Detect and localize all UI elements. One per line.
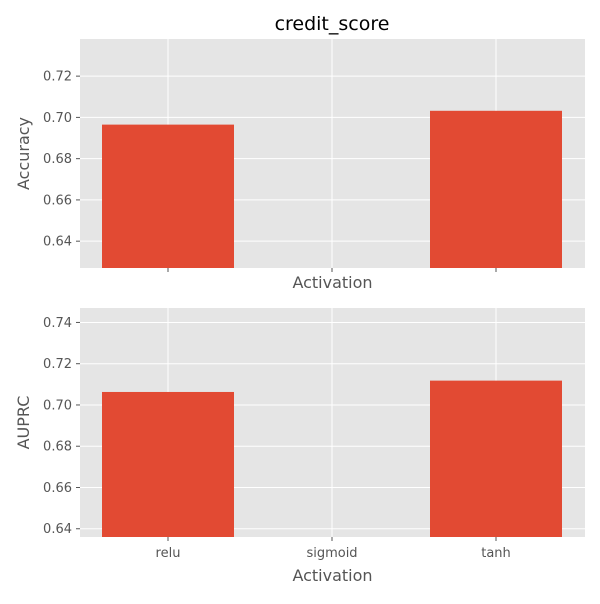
- y-axis-label: Accuracy: [14, 117, 33, 190]
- y-tick-label: 0.70: [43, 398, 72, 413]
- x-tick-label: relu: [156, 546, 181, 561]
- y-tick-label: 0.64: [43, 522, 72, 537]
- bar-tanh: [430, 380, 562, 537]
- x-tick-label: sigmoid: [306, 546, 357, 561]
- auprc-panel: 0.64 0.66 0.68 0.70 0.72 0.74 relu sigmoid tanh A…: [14, 308, 585, 585]
- y-tick-label: 0.68: [43, 440, 72, 455]
- bar-relu: [102, 391, 234, 537]
- y-tick-label: 0.64: [43, 235, 72, 250]
- y-tick-label: 0.72: [43, 357, 72, 372]
- y-tick-label: 0.74: [43, 316, 72, 331]
- y-tick-label: 0.72: [43, 70, 72, 85]
- y-tick-label: 0.66: [43, 193, 72, 208]
- accuracy-panel: 0.64 0.66 0.68 0.70 0.72 Activation Accuracy: [14, 39, 585, 292]
- y-tick-label: 0.68: [43, 152, 72, 167]
- x-tick-label: tanh: [481, 546, 511, 561]
- bar-relu: [102, 124, 234, 268]
- chart-title: credit_score: [275, 13, 390, 35]
- x-axis-label: Activation: [292, 273, 372, 292]
- y-tick-label: 0.66: [43, 481, 72, 496]
- y-tick-label: 0.70: [43, 111, 72, 126]
- x-axis-label: Activation: [292, 566, 372, 585]
- y-axis-label: AUPRC: [14, 396, 33, 450]
- bar-tanh: [430, 110, 562, 269]
